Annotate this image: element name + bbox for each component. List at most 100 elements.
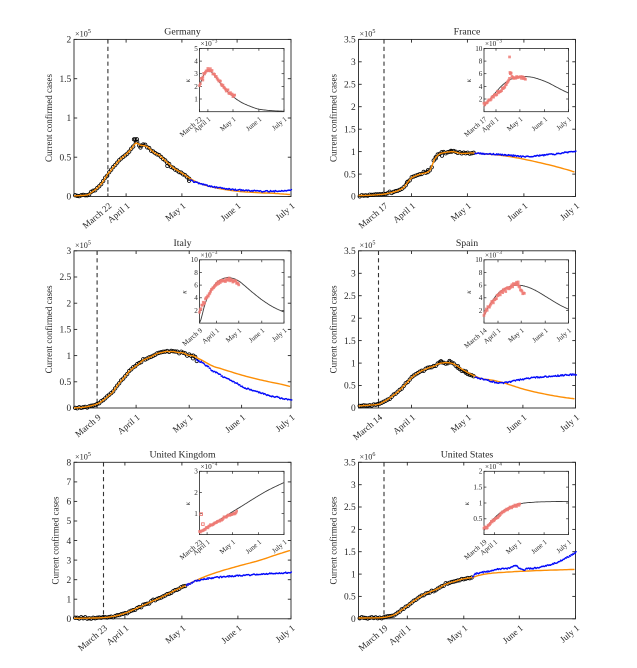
svg-text:×105: ×105 — [75, 240, 91, 249]
svg-text:0.5: 0.5 — [344, 382, 356, 392]
svg-text:10: 10 — [191, 256, 199, 264]
svg-text:×10−3: ×10−3 — [485, 39, 502, 48]
svg-text:Current confirmed cases: Current confirmed cases — [44, 74, 54, 162]
svg-text:3: 3 — [194, 468, 198, 476]
svg-text:1: 1 — [67, 114, 72, 124]
svg-text:1.5: 1.5 — [473, 484, 482, 492]
svg-text:6: 6 — [194, 282, 198, 290]
svg-text:5: 5 — [67, 517, 72, 527]
svg-text:0.5: 0.5 — [344, 170, 356, 180]
svg-text:×10−4: ×10−4 — [485, 461, 502, 470]
svg-text:Spain: Spain — [456, 238, 478, 249]
svg-text:3: 3 — [351, 481, 356, 491]
svg-text:3.5: 3.5 — [344, 36, 356, 46]
svg-text:4: 4 — [479, 294, 483, 302]
svg-text:Current confirmed cases: Current confirmed cases — [44, 285, 54, 373]
svg-text:1: 1 — [67, 352, 72, 362]
svg-text:4: 4 — [194, 58, 198, 66]
svg-text:7: 7 — [67, 478, 72, 488]
svg-text:3.5: 3.5 — [344, 247, 356, 257]
svg-text:κ: κ — [463, 501, 471, 505]
svg-text:3: 3 — [351, 270, 356, 280]
svg-text:κ: κ — [465, 78, 473, 82]
svg-text:6: 6 — [479, 70, 483, 78]
svg-text:Current confirmed cases: Current confirmed cases — [51, 496, 61, 584]
svg-text:3.5: 3.5 — [344, 459, 356, 469]
svg-text:6: 6 — [479, 282, 483, 290]
svg-text:0.5: 0.5 — [59, 378, 71, 388]
svg-text:1: 1 — [351, 570, 356, 580]
svg-text:0.5: 0.5 — [344, 593, 356, 603]
svg-text:2: 2 — [351, 103, 356, 113]
svg-text:×10−3: ×10−3 — [485, 250, 502, 259]
svg-text:4: 4 — [194, 294, 198, 302]
svg-text:France: France — [454, 26, 481, 37]
svg-text:×105: ×105 — [75, 29, 91, 38]
svg-text:10: 10 — [475, 45, 483, 53]
svg-text:0: 0 — [67, 193, 72, 203]
svg-text:κ: κ — [184, 501, 192, 505]
svg-text:0: 0 — [67, 615, 72, 625]
svg-text:4: 4 — [67, 537, 72, 547]
svg-text:2: 2 — [479, 95, 483, 103]
svg-text:2: 2 — [479, 468, 483, 476]
svg-text:1: 1 — [67, 595, 72, 605]
svg-text:κ: κ — [465, 290, 473, 294]
svg-text:3: 3 — [67, 556, 72, 566]
svg-text:10: 10 — [475, 256, 483, 264]
svg-text:0: 0 — [351, 193, 356, 203]
svg-text:1.5: 1.5 — [59, 75, 71, 85]
svg-text:2.5: 2.5 — [59, 273, 71, 283]
svg-text:0: 0 — [67, 404, 72, 414]
svg-text:κ: κ — [181, 290, 189, 294]
svg-text:2.5: 2.5 — [344, 81, 356, 91]
svg-text:2: 2 — [479, 307, 483, 315]
svg-text:2.5: 2.5 — [344, 503, 356, 513]
svg-text:United States: United States — [441, 449, 494, 460]
svg-text:×105: ×105 — [360, 240, 376, 249]
svg-text:×105: ×105 — [360, 29, 376, 38]
svg-text:2: 2 — [194, 307, 198, 315]
svg-text:0.5: 0.5 — [59, 153, 71, 163]
svg-text:2: 2 — [67, 36, 72, 46]
svg-text:2: 2 — [194, 83, 198, 91]
svg-text:×106: ×106 — [360, 452, 376, 461]
svg-text:0: 0 — [351, 404, 356, 414]
svg-text:1.5: 1.5 — [344, 548, 356, 558]
svg-text:1: 1 — [194, 95, 198, 103]
svg-text:1: 1 — [194, 510, 198, 518]
svg-text:5: 5 — [194, 45, 198, 53]
svg-text:1.5: 1.5 — [59, 326, 71, 336]
svg-text:3: 3 — [194, 70, 198, 78]
svg-text:Italy: Italy — [174, 238, 192, 249]
svg-text:×10−3: ×10−3 — [201, 250, 218, 259]
svg-text:×10−3: ×10−3 — [201, 39, 218, 48]
svg-text:8: 8 — [67, 459, 72, 469]
svg-text:1.5: 1.5 — [344, 125, 356, 135]
svg-text:2: 2 — [67, 299, 72, 309]
svg-text:2.5: 2.5 — [344, 292, 356, 302]
svg-text:1: 1 — [351, 148, 356, 158]
svg-text:Current confirmed cases: Current confirmed cases — [329, 285, 339, 373]
svg-text:2: 2 — [351, 526, 356, 536]
svg-text:Current confirmed cases: Current confirmed cases — [329, 74, 339, 162]
svg-text:1: 1 — [479, 499, 483, 507]
svg-text:8: 8 — [194, 269, 198, 277]
svg-text:1.5: 1.5 — [344, 337, 356, 347]
svg-text:2: 2 — [67, 576, 72, 586]
svg-text:3: 3 — [351, 58, 356, 68]
svg-text:Current confirmed cases: Current confirmed cases — [329, 496, 339, 584]
svg-text:Germany: Germany — [164, 26, 201, 37]
svg-text:2: 2 — [194, 489, 198, 497]
svg-text:3: 3 — [67, 247, 72, 257]
svg-text:0.5: 0.5 — [473, 515, 482, 523]
svg-text:8: 8 — [479, 58, 483, 66]
svg-text:6: 6 — [67, 498, 72, 508]
svg-text:2: 2 — [351, 314, 356, 324]
svg-text:0: 0 — [351, 615, 356, 625]
svg-text:United Kingdom: United Kingdom — [149, 449, 216, 460]
svg-text:κ: κ — [184, 78, 192, 82]
svg-text:×10−4: ×10−4 — [201, 461, 218, 470]
svg-text:8: 8 — [479, 269, 483, 277]
svg-text:4: 4 — [479, 83, 483, 91]
